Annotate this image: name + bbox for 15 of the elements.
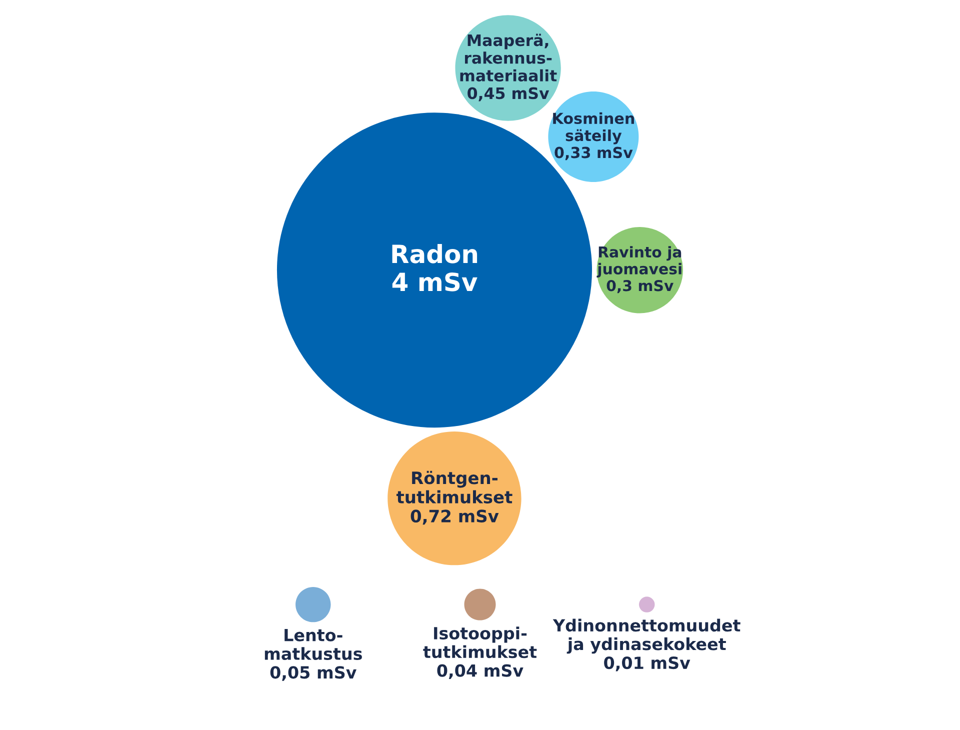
category-label: Radon xyxy=(392,244,478,264)
data-label: 0,3 mSv xyxy=(606,280,674,294)
category-label: Röntgen- tutkimukset xyxy=(396,470,512,504)
data-label: 0,04 mSv xyxy=(437,664,524,679)
data-label: 4 mSv xyxy=(392,272,478,292)
category-label: Maaperä, rakennus- materiaalit xyxy=(460,34,557,82)
data-label: 0,45 mSv xyxy=(468,87,550,102)
data-label: 0,33 mSv xyxy=(554,146,633,160)
data-label: 0,72 mSv xyxy=(410,510,499,525)
category-label: Lento- matkustus xyxy=(264,628,362,660)
data-label: 0,05 mSv xyxy=(270,666,356,681)
category-label: Isotooppi- tutkimukset xyxy=(423,626,537,658)
category-label: Kosminen säteily xyxy=(553,112,634,144)
data-label: 0,01 mSv xyxy=(604,656,690,672)
category-label: Ydinonnettomuudet ja ydinasekokeet xyxy=(552,618,740,654)
